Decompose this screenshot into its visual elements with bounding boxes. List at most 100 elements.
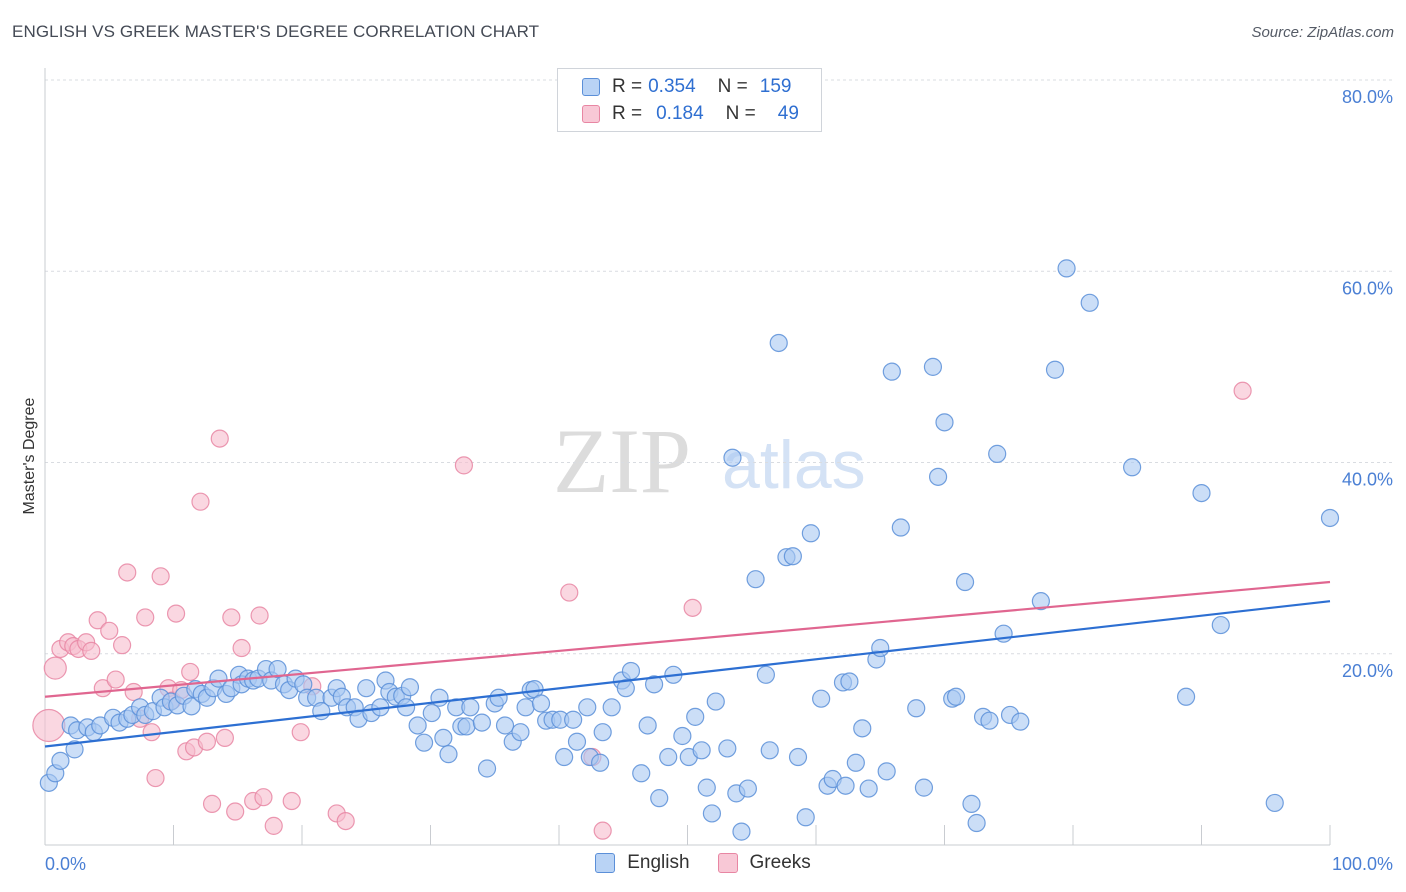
point-english xyxy=(955,572,975,592)
point-english xyxy=(593,723,612,742)
point-english xyxy=(706,692,725,711)
watermark-atlas: atlas xyxy=(722,427,866,503)
point-english xyxy=(988,444,1007,463)
legend-row-english: R = 0.354 N = 159 xyxy=(582,74,791,100)
y-axis-title: Master's Degree xyxy=(21,397,38,514)
point-english xyxy=(602,698,621,717)
point-english xyxy=(783,547,802,566)
point-english xyxy=(659,747,678,767)
point-english xyxy=(477,759,497,778)
point-greeks xyxy=(202,794,222,813)
point-english xyxy=(644,675,664,694)
point-english xyxy=(65,740,84,759)
point-english xyxy=(516,698,535,717)
point-english xyxy=(877,762,896,781)
point-english xyxy=(846,753,865,772)
point-greeks xyxy=(197,732,217,751)
point-english xyxy=(555,747,574,767)
point-greeks xyxy=(560,583,579,602)
legend-n-value: 49 xyxy=(777,103,799,124)
point-greeks xyxy=(1233,381,1252,400)
point-english xyxy=(891,518,910,537)
point-greeks xyxy=(254,788,273,807)
point-english xyxy=(638,716,657,735)
point-english xyxy=(723,448,742,467)
point-english xyxy=(840,672,859,691)
point-english xyxy=(935,413,954,432)
point-english xyxy=(769,333,788,353)
point-english xyxy=(756,665,775,684)
legend-r-label: R = xyxy=(612,76,643,97)
legend-swatch-english xyxy=(582,78,600,96)
trend-lines xyxy=(44,580,1331,748)
point-greeks xyxy=(250,606,269,625)
point-english xyxy=(967,813,986,833)
point-greeks xyxy=(232,638,251,658)
legend-r-value: 0.184 xyxy=(656,103,704,124)
legend-n-label: N = xyxy=(717,76,748,97)
trend-line-greeks xyxy=(44,580,1331,698)
point-greeks xyxy=(100,621,119,640)
point-english xyxy=(801,524,820,543)
legend-n-label: N = xyxy=(725,103,756,124)
point-english xyxy=(472,713,491,732)
point-english xyxy=(738,779,757,798)
legend-r-label: R = xyxy=(612,103,643,124)
tick-labels: 20.0% 40.0% 60.0% 80.0% 0.0% 100.0% xyxy=(45,87,1393,874)
point-english xyxy=(51,751,70,770)
axes xyxy=(44,68,1331,846)
point-english xyxy=(732,822,751,841)
point-english xyxy=(836,776,855,795)
y-axis-label: Master's Degree xyxy=(21,397,38,514)
point-greeks xyxy=(181,662,200,682)
point-english xyxy=(621,661,641,681)
point-english xyxy=(702,804,722,823)
point-english xyxy=(962,794,981,813)
point-english xyxy=(812,689,831,708)
y-tick-label: 80.0% xyxy=(1342,87,1393,107)
point-greeks xyxy=(124,682,143,702)
point-greeks xyxy=(32,708,66,743)
point-english xyxy=(859,779,878,798)
legend-r-value: 0.354 xyxy=(648,76,696,97)
point-english xyxy=(718,739,737,758)
legend-swatch-greeks xyxy=(717,853,738,873)
point-english xyxy=(1057,259,1076,278)
x-tick-label: 100.0% xyxy=(1332,854,1393,874)
point-english xyxy=(434,728,453,748)
point-english xyxy=(673,726,692,746)
point-english xyxy=(430,688,449,707)
point-english xyxy=(461,698,480,717)
point-english xyxy=(853,719,872,738)
trend-line-english xyxy=(44,600,1331,748)
watermark: ZIP atlas xyxy=(553,410,866,512)
point-english xyxy=(980,711,999,730)
point-greeks xyxy=(43,656,67,680)
point-greeks xyxy=(191,492,210,511)
point-greeks xyxy=(142,723,161,742)
point-english xyxy=(408,716,427,735)
point-english xyxy=(1011,712,1030,731)
point-english xyxy=(1211,615,1230,635)
point-english xyxy=(686,707,705,726)
legend-item-greeks: Greeks xyxy=(717,852,811,874)
point-greeks xyxy=(683,598,702,617)
point-greeks xyxy=(151,567,170,586)
point-english xyxy=(760,741,779,760)
point-english xyxy=(1320,508,1340,528)
point-english xyxy=(268,659,287,679)
point-english xyxy=(182,697,201,716)
point-english xyxy=(495,716,515,735)
point-english xyxy=(209,669,228,688)
point-greeks xyxy=(264,816,283,835)
point-greeks xyxy=(118,563,137,582)
point-greeks xyxy=(593,821,612,840)
point-english xyxy=(511,723,530,742)
legend-item-english: English xyxy=(595,852,690,874)
point-english xyxy=(1031,592,1050,611)
point-english xyxy=(1176,687,1196,706)
stats-legend: R = 0.354 N = 159 R = 0.184 N = 49 xyxy=(557,68,822,132)
point-english xyxy=(1045,360,1065,379)
point-greeks xyxy=(336,811,355,831)
point-greeks xyxy=(226,802,245,821)
